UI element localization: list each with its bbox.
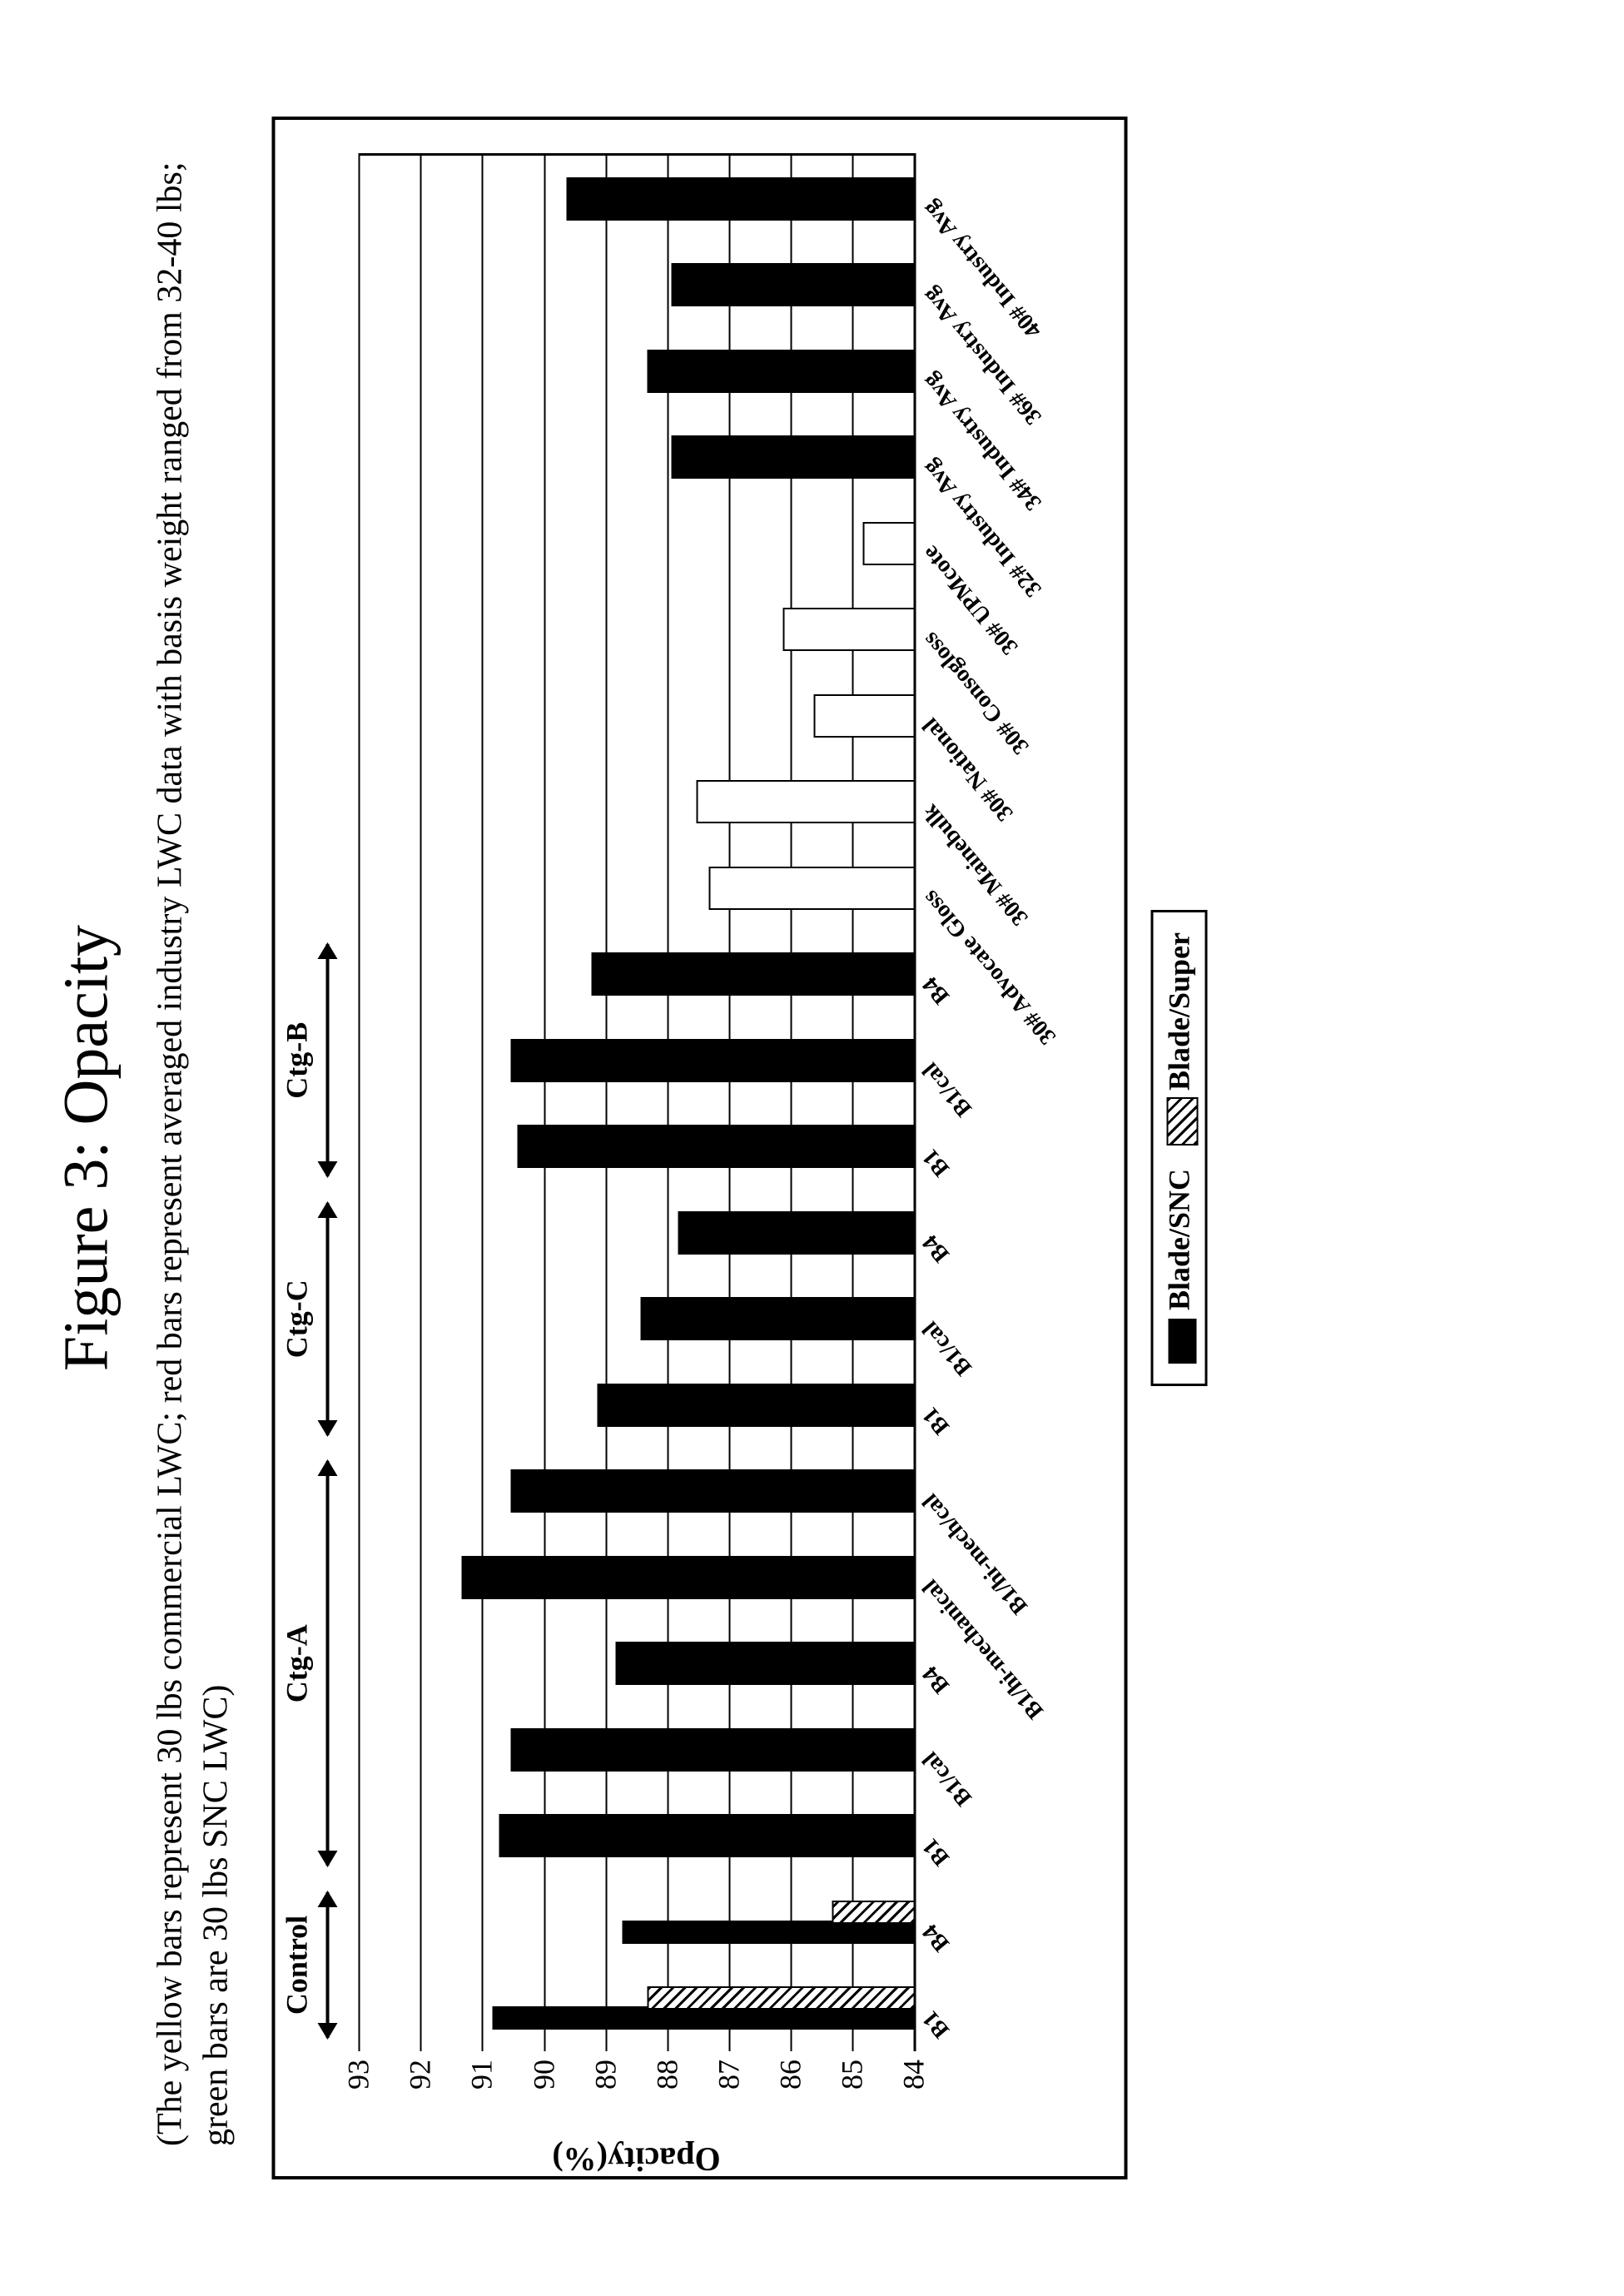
group-label: Ctg-C [279,1280,314,1358]
legend-item: Blade/Super [1161,932,1196,1144]
bar-slot: 30# Advocate Gloss [358,845,913,932]
bar-slot: B1/hi-mechanical [358,1534,913,1621]
y-tick-label: 92 [402,2060,437,2118]
y-axis-label: Opacity(%) [552,2140,720,2179]
bar [512,1471,913,1511]
bar [679,1213,914,1253]
bar [833,1902,913,1922]
bar-slot: B4 [358,1190,913,1276]
x-tick-label: B1/cal [917,1057,978,1122]
group-range-arrow [315,1203,340,1435]
group-label: Ctg-A [279,1624,314,1702]
bar-slot: B1/cal [358,1707,913,1793]
bar-slot: B1/cal [358,1276,913,1363]
legend-label: Blade/SNC [1162,1169,1195,1310]
opacity-bar-chart: Opacity(%) 84858687888990919293B1B4B1B1/… [271,117,1127,2179]
y-tick-label: 87 [711,2060,746,2118]
bar-slot: B4 [358,1621,913,1707]
bar [494,2008,913,2028]
x-tick-label: 30# Advocate Gloss [917,885,1061,1050]
bars-layer: B1B4B1B1/calB4B1/hi-mechanicalB1/hi-mech… [358,156,913,2051]
x-tick-label: B1 [917,2005,956,2044]
y-tick-label: 89 [588,2060,623,2118]
bar-slot: 36# Industry Avg [358,242,913,329]
bar-slot: B1 [358,1362,913,1449]
y-tick-label: 93 [340,2060,375,2118]
legend-swatch [1168,1319,1196,1364]
x-tick-label: B4 [917,1230,956,1268]
bar [864,524,913,564]
bar-slot: B4 [358,932,913,1018]
bar [500,1816,914,1856]
y-tick-label: 88 [649,2060,684,2118]
legend-label: Blade/Super [1162,932,1195,1091]
bar [463,1558,913,1598]
figure-subtitle: (The yellow bars represent 30 lbs commer… [147,150,238,2146]
bar [568,179,913,219]
bar [512,1730,913,1770]
bar [673,265,913,305]
bar [648,1988,914,2008]
y-tick-label: 91 [464,2060,499,2118]
x-tick-label: B1 [917,1402,956,1440]
x-tick-label: B1 [917,1833,956,1871]
y-tick-label: 90 [526,2060,561,2118]
bar [519,1126,913,1166]
bar-slot: 30# Consogloss [358,587,913,673]
y-tick-label: 85 [834,2060,869,2118]
bar [698,782,913,822]
chart-container: Opacity(%) 84858687888990919293B1B4B1B1/… [271,117,1207,2179]
bar [593,954,913,994]
bar [784,609,914,649]
bar-slot: 30# UPMcote [358,500,913,587]
legend-item: Blade/SNC [1161,1169,1196,1364]
bar-slot: B1 [358,1104,913,1190]
bar [598,1385,913,1425]
bar [815,696,914,736]
bar-slot: B4 [358,1879,913,1966]
bar [623,1922,913,1942]
bar-slot: 34# Industry Avg [358,328,913,415]
bar [648,351,914,391]
bar-slot: 32# Industry Avg [358,415,913,501]
bar [673,437,913,477]
x-tick-label: B1/cal [917,1747,978,1811]
group-label: Control [279,1916,314,2015]
bar-slot: B1 [358,1966,913,2052]
x-tick-label: B1 [917,1144,956,1182]
x-tick-label: B4 [917,1919,956,1957]
x-tick-label: B4 [917,1661,956,1699]
y-tick-label: 86 [772,2060,807,2118]
group-range-arrow [315,1892,340,2039]
y-tick-label: 84 [896,2060,931,2118]
x-tick-label: B4 [917,972,956,1010]
bar [617,1643,913,1683]
bar [642,1299,913,1339]
bar-slot: B1 [358,1793,913,1880]
figure-title-text: Figure 3: Opacity [51,925,121,1371]
bar-slot: B1/cal [358,1017,913,1104]
group-range-arrow [315,1461,340,1866]
bar [710,868,914,908]
figure-title: Figure 3: Opacity [50,0,122,2296]
bar-slot: 30# Mainebulk [358,759,913,846]
group-range-arrow [315,944,340,1176]
plot-area: Opacity(%) 84858687888990919293B1B4B1B1/… [358,153,916,2051]
group-label: Ctg-B [279,1022,314,1099]
bar-slot: B1/hi-mech/cal [358,1449,913,1535]
legend-swatch [1168,1099,1196,1144]
legend: Blade/SNC Blade/Super [1150,910,1207,1386]
x-tick-label: B1/cal [917,1316,978,1381]
bar-slot: 40# Industry Avg [358,156,913,242]
bar [512,1041,913,1081]
bar-slot: 30# National [358,673,913,759]
